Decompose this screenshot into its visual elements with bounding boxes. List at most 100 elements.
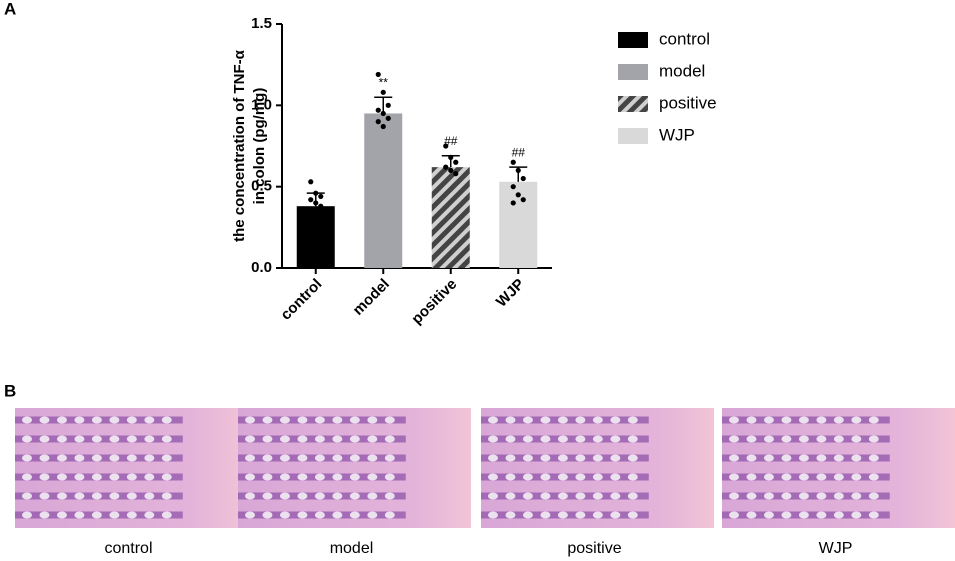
tissue-background [238,408,471,528]
goblet-cell [851,511,862,519]
bar [364,113,403,268]
significance-label: ## [512,145,526,159]
goblet-cell [332,473,343,481]
goblet-cell [627,435,638,443]
goblet-cell [610,473,621,481]
goblet-cell [505,511,516,519]
goblet-cell [798,511,809,519]
goblet-cell [56,435,67,443]
goblet-cell [144,435,155,443]
goblet-cell [540,454,551,462]
data-point [318,203,324,209]
goblet-cell [868,435,879,443]
goblet-cell [39,454,50,462]
goblet-cell [332,435,343,443]
goblet-cell [349,416,360,424]
goblet-cell [367,492,378,500]
goblet-cell [74,435,85,443]
goblet-cell [245,473,255,481]
data-point [308,179,314,185]
goblet-cell [833,473,844,481]
goblet-cell [126,492,137,500]
goblet-cell [833,511,844,519]
goblet-cell [262,492,273,500]
goblet-cell [279,492,290,500]
goblet-cell [314,473,325,481]
goblet-cell [592,511,603,519]
goblet-cell [74,454,85,462]
goblet-cell [161,454,172,462]
goblet-cell [22,454,32,462]
goblet-cell [262,473,273,481]
goblet-cell [314,511,325,519]
goblet-cell [279,416,290,424]
goblet-cell [262,416,273,424]
goblet-cell [161,492,172,500]
data-point [380,123,386,130]
goblet-cell [816,416,827,424]
goblet-cell [557,416,568,424]
goblet-cell [798,492,809,500]
goblet-cell [488,511,498,519]
bar [296,206,335,268]
histology-image [722,408,955,528]
goblet-cell [868,454,879,462]
goblet-cell [575,492,586,500]
goblet-cell [314,435,325,443]
goblet-cell [505,473,516,481]
goblet-cell [746,454,757,462]
legend-swatch [618,64,648,80]
data-point [385,102,391,108]
goblet-cell [332,492,343,500]
bar [431,167,470,268]
goblet-cell [367,473,378,481]
goblet-cell [505,435,516,443]
data-point [510,200,516,206]
data-point [313,200,319,206]
goblet-cell [126,416,137,424]
image-caption: positive [567,540,621,557]
data-point [375,107,381,113]
legend-swatch [618,128,648,144]
goblet-cell [39,511,50,519]
goblet-cell [816,511,827,519]
goblet-cell [729,511,739,519]
data-point [510,159,516,165]
significance-label: ## [444,134,458,148]
goblet-cell [262,435,273,443]
goblet-cell [851,473,862,481]
goblet-cell [297,454,308,462]
goblet-cell [22,511,32,519]
goblet-cell [557,435,568,443]
goblet-cell [314,454,325,462]
goblet-cell [279,511,290,519]
goblet-cell [522,416,533,424]
goblet-cell [575,416,586,424]
goblet-cell [833,435,844,443]
goblet-cell [314,492,325,500]
data-point [380,89,386,95]
goblet-cell [39,492,50,500]
data-point [515,167,521,173]
goblet-cell [592,435,603,443]
goblet-cell [126,454,137,462]
y-tick-label: 0.0 [251,259,272,276]
goblet-cell [868,492,879,500]
goblet-cell [505,454,516,462]
goblet-cell [729,454,739,462]
goblet-cell [816,473,827,481]
data-point [448,167,454,173]
goblet-cell [126,473,137,481]
goblet-cell [851,454,862,462]
goblet-cell [488,454,498,462]
goblet-cell [575,435,586,443]
goblet-cell [39,473,50,481]
data-point [313,190,319,196]
goblet-cell [729,473,739,481]
legend-label: WJP [659,125,695,144]
goblet-cell [610,435,621,443]
goblet-cell [144,454,155,462]
goblet-cell [627,454,638,462]
goblet-cell [746,492,757,500]
goblet-cell [763,492,774,500]
